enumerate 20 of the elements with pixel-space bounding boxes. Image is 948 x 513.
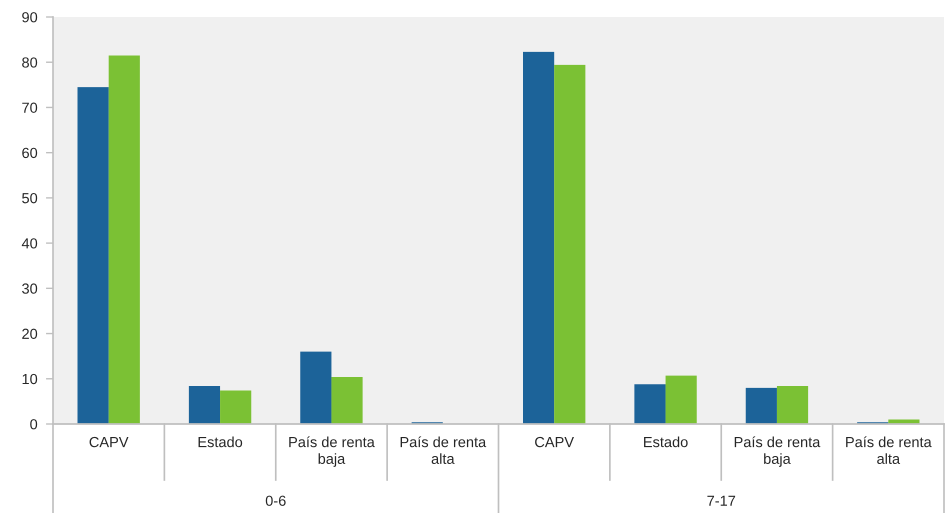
x-tick-label: País de renta alta [846, 436, 932, 464]
y-tick-label: 40 [22, 238, 38, 249]
y-tick-label: 20 [22, 328, 38, 339]
text: 7-17 [707, 496, 736, 506]
text: 0-6 [266, 496, 286, 506]
x-tick-label: CAPV [90, 436, 128, 448]
y-tick-label: 0 [30, 419, 38, 430]
x-tick-label: País de renta alta [400, 436, 486, 464]
y-tick-label: 30 [22, 283, 38, 294]
x-tick-label: CAPV [535, 436, 574, 448]
y-tick-label: 80 [22, 57, 38, 68]
x-tick-label: País de renta baja [289, 436, 375, 467]
y-tick-label: 90 [22, 12, 38, 22]
y-tick-label: 50 [22, 192, 38, 204]
x-tick-label: Estado [644, 436, 688, 448]
y-tick-label: 70 [22, 102, 38, 113]
y-tick-label: 10 [22, 374, 38, 384]
y-tick-label: 60 [22, 148, 38, 158]
x-tick-label: Estado [198, 436, 242, 448]
x-tick-label: País de renta baja [734, 436, 820, 467]
